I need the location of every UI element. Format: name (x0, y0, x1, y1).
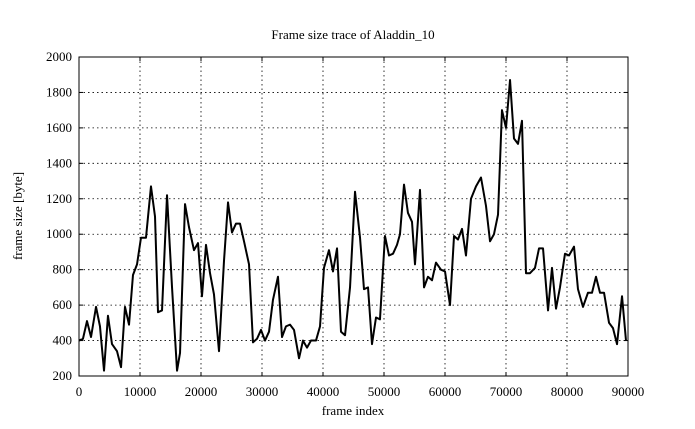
y-tick-label: 1400 (46, 155, 72, 170)
x-tick-label: 0 (76, 384, 83, 399)
data-line (78, 79, 627, 372)
y-axis-label: frame size [byte] (10, 172, 25, 260)
x-tick-label: 80000 (551, 384, 584, 399)
x-tick-label: 10000 (124, 384, 157, 399)
y-tick-label: 1600 (46, 120, 72, 135)
x-tick-label: 20000 (185, 384, 218, 399)
y-tick-label: 800 (53, 262, 73, 277)
y-tick-label: 400 (53, 333, 73, 348)
plot-frame (78, 56, 629, 377)
y-tick-label: 1800 (46, 84, 72, 99)
x-tick-label: 30000 (246, 384, 279, 399)
y-tick-label: 2000 (46, 49, 72, 64)
x-tick-label: 40000 (307, 384, 340, 399)
y-tick-label: 200 (53, 368, 73, 383)
y-tick-label: 1200 (46, 191, 72, 206)
y-tick-label: 600 (53, 297, 73, 312)
chart-title: Frame size trace of Aladdin_10 (271, 27, 434, 42)
x-tick-label: 70000 (490, 384, 523, 399)
x-tick-label: 60000 (429, 384, 462, 399)
x-tick-label: 90000 (612, 384, 645, 399)
x-tick-label: 50000 (368, 384, 401, 399)
x-axis-label: frame index (322, 403, 385, 418)
y-tick-label: 1000 (46, 226, 72, 241)
